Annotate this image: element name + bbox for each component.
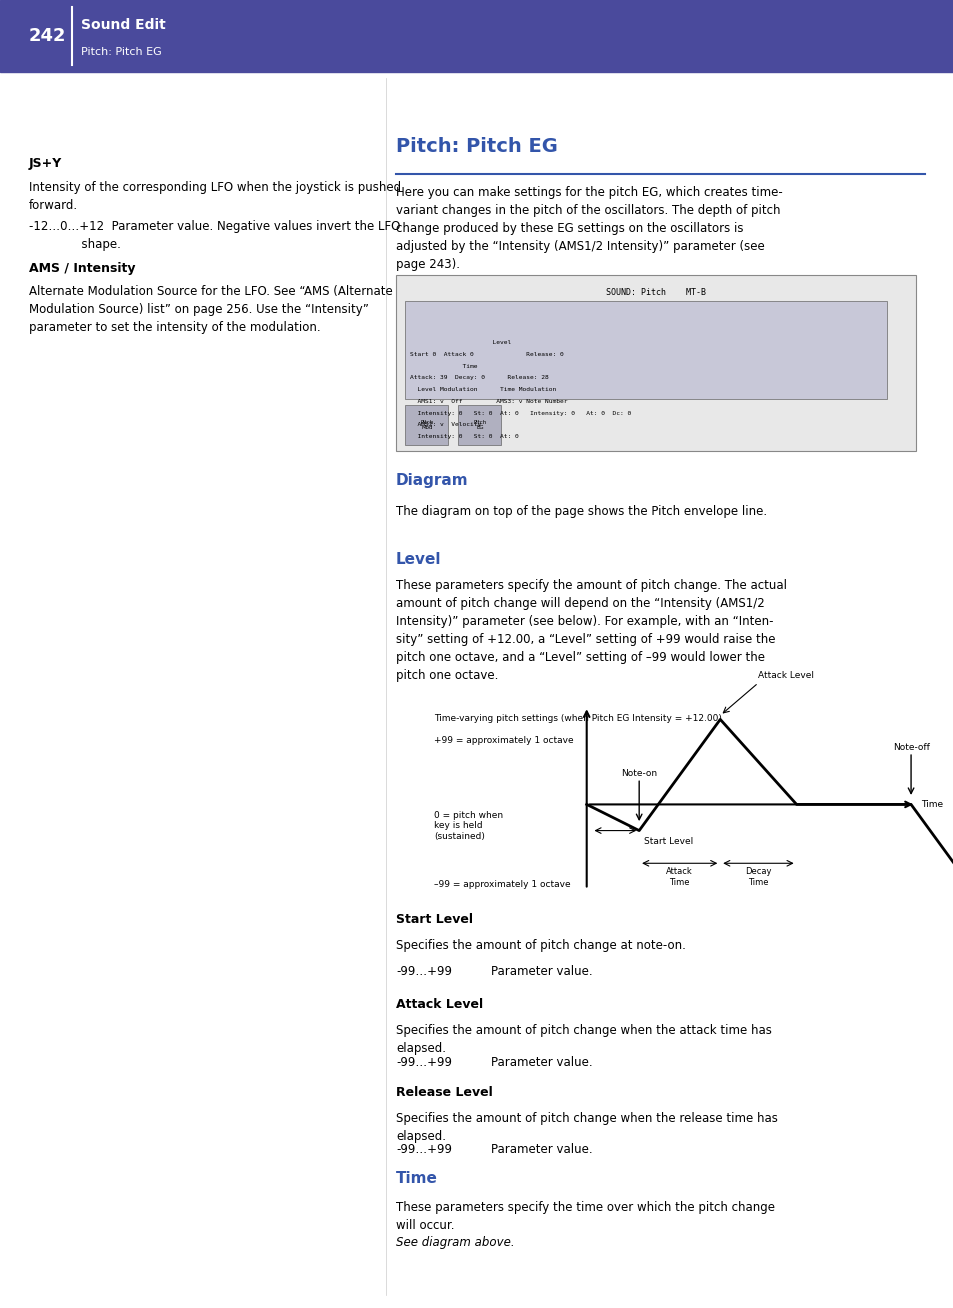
Text: Start Level: Start Level <box>643 837 693 846</box>
Text: AMS2: v  Velocity: AMS2: v Velocity <box>410 422 481 428</box>
Text: -12…0…+12  Parameter value. Negative values invert the LFO
              shape.: -12…0…+12 Parameter value. Negative valu… <box>29 220 399 251</box>
Text: Level Modulation      Time Modulation: Level Modulation Time Modulation <box>410 387 556 392</box>
Text: Parameter value.: Parameter value. <box>491 1056 593 1069</box>
Bar <box>405 405 448 445</box>
Text: Sound Edit: Sound Edit <box>81 18 166 33</box>
Text: Specifies the amount of pitch change at note-on.: Specifies the amount of pitch change at … <box>395 939 685 952</box>
Text: 242: 242 <box>29 27 66 44</box>
Bar <box>0 0 953 72</box>
Text: Start 0  Attack 0              Release: 0: Start 0 Attack 0 Release: 0 <box>410 352 563 357</box>
Text: JS+Y: JS+Y <box>29 157 62 170</box>
Text: -99…+99: -99…+99 <box>395 1056 452 1069</box>
Text: These parameters specify the time over which the pitch change
will occur.: These parameters specify the time over w… <box>395 1201 774 1232</box>
Text: Intensity of the corresponding LFO when the joystick is pushed
forward.: Intensity of the corresponding LFO when … <box>29 181 400 212</box>
Text: Start Level: Start Level <box>395 913 473 926</box>
Text: Alternate Modulation Source for the LFO. See “AMS (Alternate
Modulation Source) : Alternate Modulation Source for the LFO.… <box>29 285 392 334</box>
Text: Attack
Time: Attack Time <box>665 867 693 887</box>
Text: Time: Time <box>395 1171 437 1185</box>
Text: Release Level: Release Level <box>395 1086 492 1099</box>
Text: Pitch
Mod: Pitch Mod <box>420 420 434 430</box>
Text: AMS1: v  Off         AMS3: v Note Number: AMS1: v Off AMS3: v Note Number <box>410 399 567 404</box>
Text: Time: Time <box>920 800 942 808</box>
Text: Level: Level <box>410 340 511 345</box>
Text: Pitch: Pitch EG: Pitch: Pitch EG <box>395 137 558 157</box>
Text: -99…+99: -99…+99 <box>395 1143 452 1156</box>
Text: Time-varying pitch settings (when Pitch EG Intensity = +12.00): Time-varying pitch settings (when Pitch … <box>434 714 721 723</box>
Text: 0 = pitch when
key is held
(sustained): 0 = pitch when key is held (sustained) <box>434 811 502 841</box>
Text: Intensity: 0   St: 0  At: 0: Intensity: 0 St: 0 At: 0 <box>410 434 518 439</box>
Text: Attack: 39  Decay: 0      Release: 28: Attack: 39 Decay: 0 Release: 28 <box>410 375 548 381</box>
Text: +99 = approximately 1 octave: +99 = approximately 1 octave <box>434 736 573 746</box>
Text: The diagram on top of the page shows the Pitch envelope line.: The diagram on top of the page shows the… <box>395 505 766 518</box>
Text: Specifies the amount of pitch change when the release time has
elapsed.: Specifies the amount of pitch change whe… <box>395 1112 777 1143</box>
Text: SOUND: Pitch    MT-B: SOUND: Pitch MT-B <box>605 288 705 297</box>
Text: -99…+99: -99…+99 <box>395 965 452 978</box>
Text: Decay
Time: Decay Time <box>744 867 771 887</box>
Text: Specifies the amount of pitch change when the attack time has
elapsed.: Specifies the amount of pitch change whe… <box>395 1024 771 1056</box>
Text: Here you can make settings for the pitch EG, which creates time-
variant changes: Here you can make settings for the pitch… <box>395 186 781 271</box>
Text: These parameters specify the amount of pitch change. The actual
amount of pitch : These parameters specify the amount of p… <box>395 579 786 683</box>
Text: Time: Time <box>410 364 477 369</box>
Text: Attack Level: Attack Level <box>758 671 814 680</box>
Bar <box>395 275 915 451</box>
Text: Intensity: 0   St: 0  At: 0   Intensity: 0   At: 0  Dc: 0: Intensity: 0 St: 0 At: 0 Intensity: 0 At… <box>410 411 631 416</box>
Text: Diagram: Diagram <box>395 473 468 488</box>
Text: Parameter value.: Parameter value. <box>491 965 593 978</box>
Bar <box>457 405 500 445</box>
Text: Note-off: Note-off <box>892 743 928 752</box>
Bar <box>405 301 886 399</box>
Text: AMS / Intensity: AMS / Intensity <box>29 262 135 275</box>
Text: Level: Level <box>395 552 441 566</box>
Text: –99 = approximately 1 octave: –99 = approximately 1 octave <box>434 880 570 889</box>
Text: Attack Level: Attack Level <box>395 998 482 1011</box>
Text: See diagram above.: See diagram above. <box>395 1236 514 1249</box>
Text: Pitch
EG: Pitch EG <box>473 420 486 430</box>
Text: Pitch: Pitch EG: Pitch: Pitch EG <box>81 47 162 56</box>
Text: Note-on: Note-on <box>620 769 657 778</box>
Text: Parameter value.: Parameter value. <box>491 1143 593 1156</box>
